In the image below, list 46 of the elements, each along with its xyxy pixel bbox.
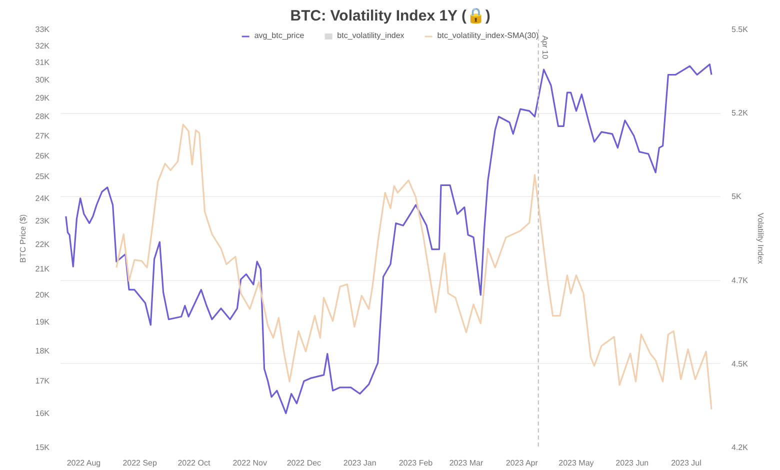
y2-tick-label: 5.5K xyxy=(732,25,749,34)
y-tick-label: 24K xyxy=(35,194,50,203)
line-series xyxy=(116,124,712,410)
x-tick-label: 2023 Feb xyxy=(398,458,434,468)
x-tick-label: 2023 Jan xyxy=(343,458,376,468)
y-tick-label: 17K xyxy=(35,376,50,386)
x-tick-label: 2023 May xyxy=(558,458,594,468)
y-tick-label: 32K xyxy=(35,41,50,50)
x-tick-label: 2022 Nov xyxy=(232,458,267,468)
legend-label: avg_btc_price xyxy=(254,31,304,40)
x-tick-label: 2023 Jun xyxy=(616,458,649,468)
y-tick-label: 27K xyxy=(35,131,50,140)
y2-tick-label: 4.7K xyxy=(732,276,749,285)
y-tick-label: 15K xyxy=(35,443,50,452)
legend-label: btc_volatility_index xyxy=(337,31,404,40)
y2-axis-title: Volatility Index xyxy=(756,212,765,264)
y2-tick-label: 5.2K xyxy=(732,108,749,118)
y-tick-label: 31K xyxy=(35,58,50,68)
x-tick-label: 2023 Apr xyxy=(506,458,538,468)
y-tick-label: 30K xyxy=(35,76,50,85)
x-tick-label: 2022 Aug xyxy=(66,458,101,468)
x-tick-label: 2023 Mar xyxy=(449,458,484,468)
y2-tick-label: 4.5K xyxy=(732,359,749,368)
y-tick-label: 28K xyxy=(35,112,50,122)
y-tick-label: 16K xyxy=(35,408,50,418)
y-tick-label: 20K xyxy=(35,290,50,300)
chart-title: BTC: Volatility Index 1Y (🔒) xyxy=(290,8,490,24)
y-tick-label: 21K xyxy=(35,264,50,274)
ref-line-label: Apr 10 xyxy=(540,36,550,60)
x-tick-label: 2023 Jul xyxy=(671,458,702,468)
line-series xyxy=(65,64,712,414)
y-tick-label: 29K xyxy=(35,94,50,102)
y2-tick-label: 5K xyxy=(732,192,742,202)
x-tick-label: 2022 Oct xyxy=(178,458,211,468)
y-tick-label: 22K xyxy=(35,240,50,249)
y-tick-label: 19K xyxy=(35,318,50,327)
x-tick-label: 2022 Dec xyxy=(286,458,322,468)
y-tick-label: 23K xyxy=(35,216,50,226)
y-tick-label: 18K xyxy=(35,346,50,356)
y-tick-label: 25K xyxy=(35,172,50,182)
y2-tick-label: 4.2K xyxy=(732,443,749,452)
legend-label: btc_volatility_index-SMA(30) xyxy=(437,31,539,40)
y-axis-title: BTC Price ($) xyxy=(18,214,28,263)
x-tick-label: 2022 Sep xyxy=(122,458,158,468)
y-tick-label: 33K xyxy=(35,25,50,34)
y-tick-label: 26K xyxy=(35,151,50,160)
